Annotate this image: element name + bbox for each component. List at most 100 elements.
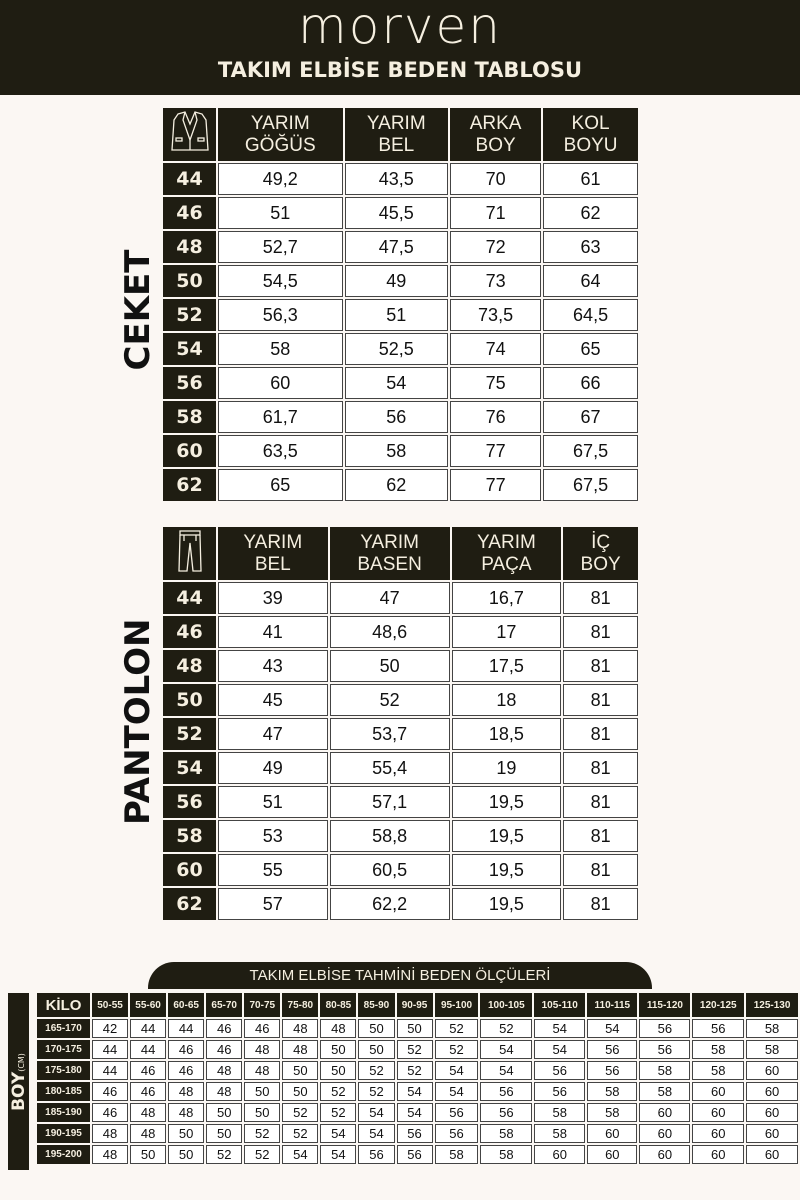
size-cell: 48 bbox=[282, 1019, 319, 1038]
measurement-cell: 58,8 bbox=[329, 820, 450, 852]
kilo-range: 75-80 bbox=[282, 993, 319, 1017]
size-cell: 54 bbox=[480, 1061, 533, 1080]
size-cell: 44 bbox=[92, 1040, 129, 1059]
boy-range: 175-180 bbox=[37, 1061, 90, 1080]
boy-row: 175-180 44 46 46 48 48 50 50 52 52 54 54 56 56 58 58 60 bbox=[37, 1061, 798, 1080]
boy-range: 170-175 bbox=[37, 1040, 90, 1059]
size-cell: 60 bbox=[746, 1082, 798, 1101]
size-cell: 54 bbox=[480, 1040, 533, 1059]
size-cell: 58 bbox=[534, 1103, 586, 1122]
ceket-row: 46 51 45,5 71 62 bbox=[163, 197, 638, 229]
measurement-cell: 41 bbox=[218, 616, 328, 648]
measurement-cell: 56 bbox=[344, 401, 449, 433]
measurement-cell: 53 bbox=[218, 820, 328, 852]
ceket-row: 44 49,2 43,5 70 61 bbox=[163, 163, 638, 195]
size-cell: 58 bbox=[534, 1124, 586, 1143]
size-label: 46 bbox=[163, 616, 216, 648]
measurement-cell: 74 bbox=[450, 333, 542, 365]
measurement-cell: 62 bbox=[344, 469, 449, 501]
measurement-cell: 81 bbox=[563, 820, 638, 852]
measurement-cell: 55 bbox=[218, 854, 328, 886]
measurement-cell: 70 bbox=[450, 163, 542, 195]
pantolon-row: 44 39 47 16,7 81 bbox=[163, 582, 638, 614]
ceket-row: 48 52,7 47,5 72 63 bbox=[163, 231, 638, 263]
measurement-cell: 57,1 bbox=[329, 786, 450, 818]
ceket-row: 50 54,5 49 73 64 bbox=[163, 265, 638, 297]
size-label: 58 bbox=[163, 401, 216, 433]
measurement-cell: 45,5 bbox=[344, 197, 449, 229]
measurement-cell: 17 bbox=[451, 616, 562, 648]
boy-row: 165-170 42 44 44 46 46 48 48 50 50 52 52 54 54 56 56 58 bbox=[37, 1019, 798, 1038]
measurement-cell: 19,5 bbox=[451, 786, 562, 818]
size-label: 56 bbox=[163, 367, 216, 399]
measurement-cell: 60,5 bbox=[329, 854, 450, 886]
measurement-cell: 66 bbox=[543, 367, 638, 399]
kilo-range: 100-105 bbox=[480, 993, 533, 1017]
size-cell: 52 bbox=[434, 1040, 479, 1059]
size-cell: 52 bbox=[282, 1103, 319, 1122]
size-cell: 54 bbox=[396, 1103, 433, 1122]
boy-range: 180-185 bbox=[37, 1082, 90, 1101]
kilo-range: 60-65 bbox=[168, 993, 205, 1017]
size-cell: 52 bbox=[480, 1019, 533, 1038]
size-cell: 52 bbox=[244, 1124, 281, 1143]
measurement-cell: 43 bbox=[218, 650, 328, 682]
pantolon-row: 46 41 48,6 17 81 bbox=[163, 616, 638, 648]
pantolon-table: YARIM BEL YARIM BASEN YARIM PAÇA İÇ BOY 44 39… bbox=[161, 525, 640, 922]
size-cell: 50 bbox=[168, 1124, 205, 1143]
ceket-row: 62 65 62 77 67,5 bbox=[163, 469, 638, 501]
size-cell: 50 bbox=[358, 1040, 395, 1059]
measurement-cell: 17,5 bbox=[451, 650, 562, 682]
measurement-cell: 64,5 bbox=[543, 299, 638, 331]
measurement-cell: 81 bbox=[563, 854, 638, 886]
measurement-cell: 81 bbox=[563, 888, 638, 920]
size-cell: 54 bbox=[358, 1103, 395, 1122]
size-cell: 52 bbox=[244, 1145, 281, 1164]
size-cell: 52 bbox=[206, 1145, 243, 1164]
size-cell: 56 bbox=[396, 1145, 433, 1164]
kilo-range: 50-55 bbox=[92, 993, 129, 1017]
size-cell: 60 bbox=[692, 1145, 745, 1164]
measurement-cell: 50 bbox=[329, 650, 450, 682]
pantolon-label: PANTOLON bbox=[118, 618, 158, 825]
measurement-cell: 52 bbox=[329, 684, 450, 716]
size-cell: 46 bbox=[206, 1040, 243, 1059]
measurement-cell: 54,5 bbox=[218, 265, 343, 297]
kilo-range: 55-60 bbox=[130, 993, 167, 1017]
page-title: TAKIM ELBİSE BEDEN TABLOSU bbox=[217, 58, 583, 82]
size-cell: 48 bbox=[130, 1103, 167, 1122]
header: morven TAKIM ELBİSE BEDEN TABLOSU bbox=[0, 0, 800, 95]
size-label: 62 bbox=[163, 469, 216, 501]
size-cell: 56 bbox=[639, 1019, 691, 1038]
size-cell: 54 bbox=[358, 1124, 395, 1143]
kilo-range: 115-120 bbox=[639, 993, 691, 1017]
measurement-cell: 75 bbox=[450, 367, 542, 399]
measurement-cell: 76 bbox=[450, 401, 542, 433]
pantolon-header-row: YARIM BEL YARIM BASEN YARIM PAÇA İÇ BOY bbox=[163, 527, 638, 580]
measurement-cell: 62,2 bbox=[329, 888, 450, 920]
size-cell: 46 bbox=[244, 1019, 281, 1038]
estimate-table: KİLO 50-55 55-60 60-65 65-70 70-75 75-80 80-85 8… bbox=[35, 991, 800, 1166]
size-cell: 60 bbox=[639, 1145, 691, 1164]
size-label: 54 bbox=[163, 752, 216, 784]
size-cell: 44 bbox=[92, 1061, 129, 1080]
measurement-cell: 67,5 bbox=[543, 435, 638, 467]
boy-label: BOY bbox=[8, 1071, 29, 1111]
brand-logo: morven bbox=[298, 0, 502, 55]
size-cell: 48 bbox=[206, 1082, 243, 1101]
pantolon-row: 50 45 52 18 81 bbox=[163, 684, 638, 716]
measurement-cell: 73,5 bbox=[450, 299, 542, 331]
measurement-cell: 54 bbox=[344, 367, 449, 399]
kilo-range: 105-110 bbox=[534, 993, 586, 1017]
measurement-cell: 16,7 bbox=[451, 582, 562, 614]
measurement-cell: 49 bbox=[218, 752, 328, 784]
measurement-cell: 73 bbox=[450, 265, 542, 297]
measurement-cell: 81 bbox=[563, 718, 638, 750]
measurement-cell: 72 bbox=[450, 231, 542, 263]
size-cell: 50 bbox=[130, 1145, 167, 1164]
measurement-cell: 19,5 bbox=[451, 888, 562, 920]
size-cell: 56 bbox=[639, 1040, 691, 1059]
measurement-cell: 51 bbox=[344, 299, 449, 331]
size-cell: 50 bbox=[282, 1082, 319, 1101]
size-cell: 48 bbox=[282, 1040, 319, 1059]
